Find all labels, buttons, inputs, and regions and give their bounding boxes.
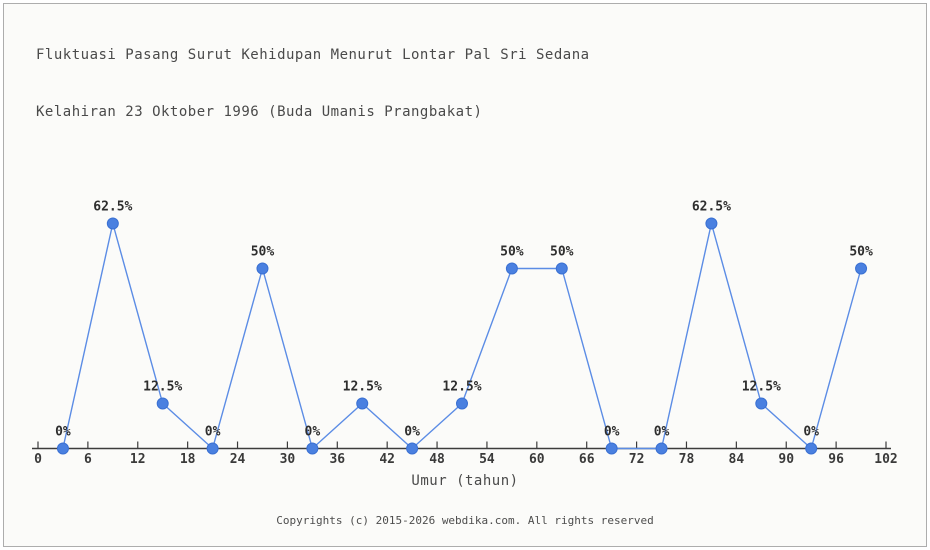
chart-title-line2: Kelahiran 23 Oktober 1996 (Buda Umanis P… (36, 104, 483, 120)
chart-title-line1: Fluktuasi Pasang Surut Kehidupan Menurut… (36, 47, 590, 63)
copyright-text: Copyrights (c) 2015-2026 webdika.com. Al… (276, 514, 654, 527)
chart-title: Fluktuasi Pasang Surut Kehidupan Menurut… (36, 8, 590, 160)
x-axis-title: Umur (tahun) (411, 473, 519, 489)
